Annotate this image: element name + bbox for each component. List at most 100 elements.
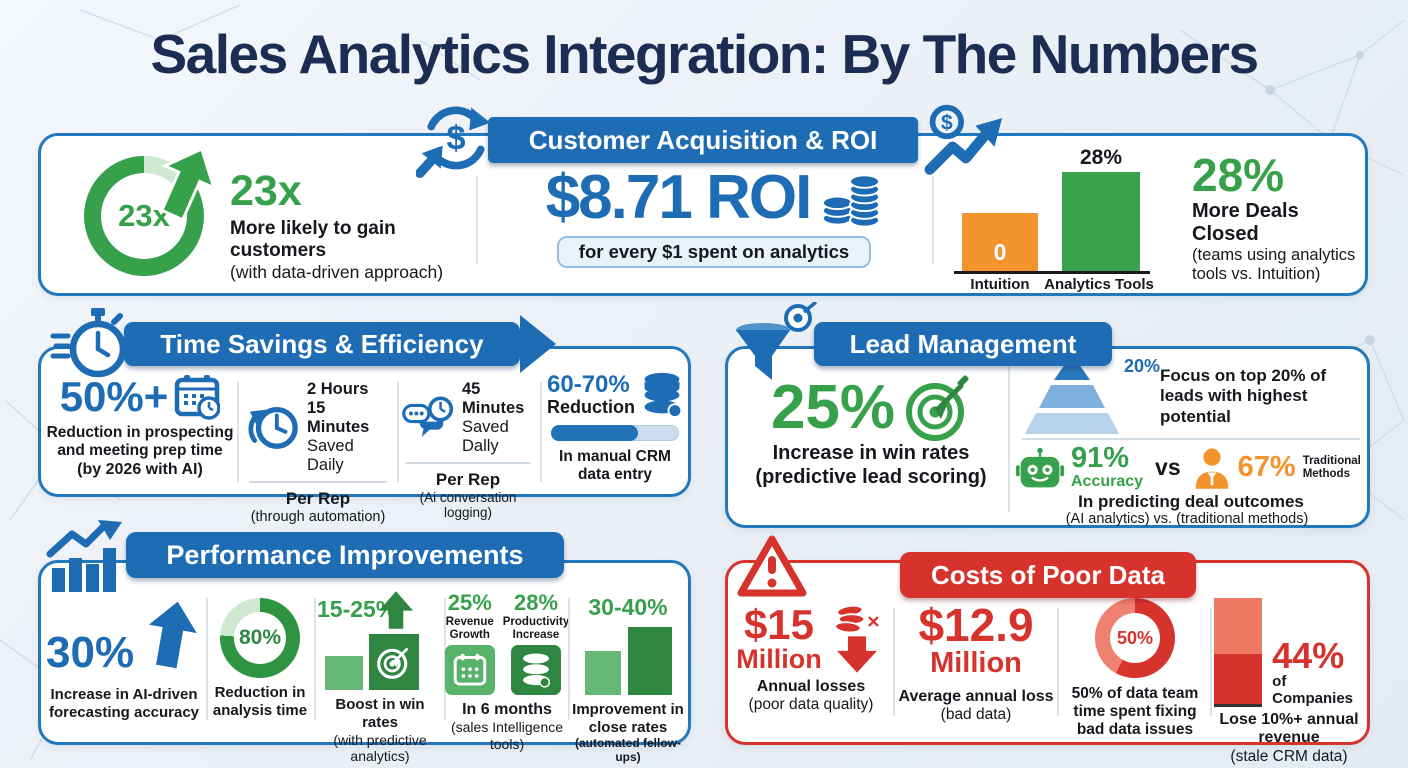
- time-item4-value: 60-70%: [547, 371, 630, 398]
- time-divider-3: [540, 382, 542, 482]
- perf-item5-label2: (automated fellow-ups): [574, 736, 681, 764]
- database-icon: [641, 372, 683, 419]
- bar-chart-growth-icon: [46, 518, 126, 594]
- stat-25pct-value: 25%: [770, 373, 896, 443]
- intuition-bar-label: Intuition: [970, 276, 1030, 293]
- perf-item4-label1: In 6 months: [462, 701, 552, 719]
- crm-reduction-progress-bar: [551, 425, 679, 442]
- bar-chart-axis: [954, 271, 1150, 274]
- time-item3-sub2: (Ai conversation logging): [419, 489, 517, 520]
- perf-divider-4: [568, 598, 570, 720]
- perf-item5-value: 30-40%: [588, 594, 668, 620]
- intuition-bar: 0: [962, 213, 1038, 271]
- section-lead-management: [725, 346, 1370, 528]
- costs-header-label: Costs of Poor Data: [930, 559, 1166, 590]
- traditional-label: Traditional Methods: [1302, 454, 1361, 480]
- perf-item4-l1: Revenue Growth: [445, 616, 494, 641]
- time-item3-separator: [406, 461, 530, 464]
- gauge-50pct-value: 50%: [1110, 613, 1160, 663]
- time-divider-2: [397, 382, 399, 482]
- ai-accuracy-label: Accuracy: [1071, 473, 1144, 490]
- perf-item-close-rates: 30-40% Improvement in close rates (autom…: [572, 594, 684, 765]
- costs-divider-2: [1057, 608, 1059, 716]
- intuition-bar-value: 0: [993, 239, 1007, 265]
- perf-item4-label2: (sales Intelligence tools): [450, 719, 564, 752]
- costs-item1-label2: (poor data quality): [748, 696, 874, 714]
- analytics-bar-value-label: 28%: [1079, 146, 1123, 169]
- lead-pyramid-icon: [1022, 352, 1122, 436]
- svg-text:✕: ✕: [866, 613, 880, 631]
- money-loss-down-arrow-icon: ✕: [828, 602, 886, 678]
- costs-item1-label1: Annual losses: [756, 678, 866, 695]
- time-item1-value: 50%+: [59, 373, 169, 420]
- section-time-savings: [38, 346, 691, 497]
- robot-icon: [1016, 446, 1064, 490]
- costs-item2-label2: (bad data): [940, 705, 1012, 723]
- productivity-increase-stat: 28% Productivity Increase: [503, 590, 569, 696]
- time-item-automation: 2 Hours 15 Minutes Saved Daily Per Rep (…: [245, 380, 391, 525]
- roi-header-label: Customer Acquisition & ROI: [528, 124, 878, 155]
- time-divider-1: [237, 382, 239, 482]
- perf-item3-label1: Boost in win rates: [335, 696, 425, 731]
- revenue-growth-stat: 25% Revenue Growth: [444, 592, 495, 696]
- costs-divider-3: [1210, 608, 1212, 716]
- perf-item4-v2: 28%: [513, 590, 559, 615]
- money-growth-arrow-icon: $: [924, 102, 1004, 180]
- progress-fill: [551, 425, 639, 442]
- lead-focus-text: Focus on top 20% of leads with highest p…: [1160, 366, 1327, 426]
- analytics-tools-bar: [1062, 172, 1140, 271]
- costs-item2-v1: $12.9: [918, 599, 1034, 651]
- page-title: Sales Analytics Integration: By The Numb…: [150, 23, 1259, 85]
- blue-up-arrow-icon: [140, 594, 204, 674]
- gauge-up-arrow-icon: [145, 135, 229, 228]
- stat-25pct-line2: (predictive lead scoring): [755, 466, 987, 488]
- costs-item1-v2: Million: [736, 644, 822, 675]
- stat-25pct-win-rates: 25% Increase in win rates (predictive le…: [737, 375, 1005, 489]
- roi-divider-1: [476, 176, 478, 264]
- roi-section-header: Customer Acquisition & ROI: [488, 117, 918, 163]
- time-item2-sub1: Per Rep: [285, 488, 351, 508]
- stat-28pct-deals: 28% More Deals Closed (teams using analy…: [1192, 152, 1368, 285]
- section-customer-acquisition-roi: [38, 133, 1368, 296]
- costs-item1-v1: $15: [743, 601, 815, 649]
- stat-23x-line1: More likely to gain customers: [230, 218, 396, 261]
- stat-28pct-value: 28%: [1192, 149, 1285, 201]
- lead-divider: [1008, 362, 1010, 512]
- database-tile-icon: [511, 645, 561, 696]
- stat-25pct-line1: Increase in win rates: [772, 442, 970, 464]
- costs-item4-label1: Lose 10%+ annual revenue: [1219, 711, 1359, 747]
- lead-header-label: Lead Management: [849, 328, 1077, 359]
- stat-23x-value: 23x: [230, 167, 302, 215]
- lead-section-header: Lead Management: [814, 322, 1112, 366]
- win-rates-bar-large: [369, 634, 419, 690]
- stat-23x-line2: (with data-driven approach): [230, 262, 444, 282]
- traditional-value: 67%: [1237, 451, 1296, 483]
- person-icon: [1193, 446, 1231, 490]
- roi-divider-2: [932, 176, 934, 264]
- dollar-refresh-search-icon: $: [416, 98, 496, 178]
- time-item3-sub1: Per Rep: [435, 469, 501, 489]
- coin-stack-icon: [820, 167, 882, 229]
- costs-divider-1: [893, 608, 895, 716]
- time-item4-sub: In manual CRM data entry: [559, 448, 671, 483]
- gauge-50pct-donut: 50%: [1095, 598, 1175, 678]
- section-performance-improvements: [38, 560, 691, 745]
- perf-item-6-months: 25% Revenue Growth 28% Prod: [444, 590, 569, 752]
- costs-item4-sub: of Companies: [1272, 673, 1354, 707]
- perf-item-analysis-time: 80% Reduction in analysis time: [210, 598, 310, 720]
- stat-roi-value: $8.71 ROI: [545, 163, 813, 232]
- stat-28pct-line1: More Deals Closed: [1192, 200, 1299, 245]
- time-item2-line1: 2 Hours: [307, 380, 369, 398]
- chat-clock-icon: [402, 394, 454, 442]
- costs-section-header: Costs of Poor Data: [900, 552, 1196, 598]
- lead-outcome-line2: (AI analytics) vs. (traditional methods): [1065, 511, 1309, 527]
- time-item-prospecting: 50%+ Reduction in prospecting and: [46, 374, 234, 479]
- white-target-icon: [377, 648, 408, 679]
- time-item3-line1: 45: [462, 380, 481, 398]
- stacked-bar-dark-segment: [1214, 654, 1263, 704]
- ai-accuracy-value: 91%: [1071, 442, 1130, 474]
- close-rates-bar-large: [627, 627, 672, 695]
- stat-roi-871: $8.71 ROI for every $1 spent on analytic…: [496, 163, 932, 269]
- intuition-vs-analytics-bar-chart: 28% 0 Intuition Analytics Tools: [950, 146, 1190, 296]
- stat-23x: 23x More likely to gain customers (with …: [230, 170, 480, 283]
